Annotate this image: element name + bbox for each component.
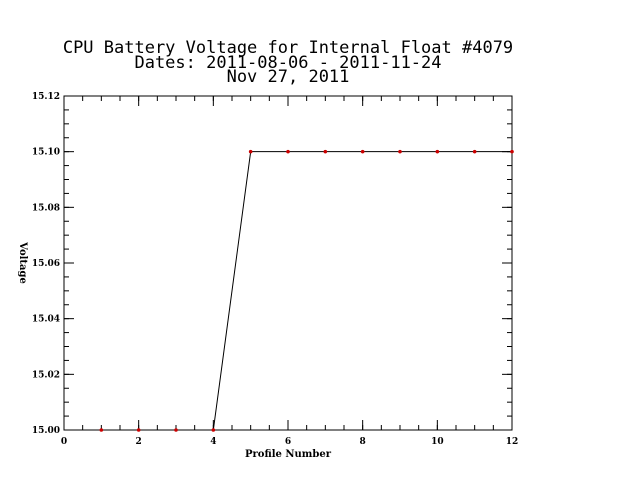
y-tick-label: 15.04 xyxy=(32,315,60,325)
y-tick-label: 15.12 xyxy=(32,92,60,102)
x-tick-label: 0 xyxy=(61,437,67,447)
data-point xyxy=(174,428,178,432)
series-line-group xyxy=(101,151,512,431)
series-points-group xyxy=(99,149,514,432)
data-point xyxy=(398,149,402,154)
y-axis-label: Voltage xyxy=(17,241,28,284)
y-tick-labels: 15.00 15.02 15.04 15.06 15.08 15.10 15.12 xyxy=(32,92,60,436)
x-tick-label: 8 xyxy=(360,437,366,447)
x-axis-label: Profile Number xyxy=(245,449,332,460)
x-tick-label: 12 xyxy=(506,437,519,447)
minor-ticks xyxy=(63,95,513,431)
data-point xyxy=(248,149,253,154)
y-tick-label: 15.08 xyxy=(32,203,60,213)
y-tick-label: 15.00 xyxy=(32,426,60,436)
chart-title-line-2: Dates: 2011-08-06 - 2011-11-24 xyxy=(134,53,441,73)
series-line xyxy=(101,151,512,431)
major-ticks xyxy=(63,95,513,431)
plot-frame xyxy=(63,95,513,431)
data-point xyxy=(99,428,104,432)
data-point xyxy=(510,149,514,154)
chart-title-line-1: CPU Battery Voltage for Internal Float #… xyxy=(63,38,513,58)
y-tick-label: 15.10 xyxy=(32,148,60,158)
chart-title-line-3: Nov 27, 2011 xyxy=(227,67,350,87)
y-tick-label: 15.02 xyxy=(32,370,60,380)
x-tick-label: 10 xyxy=(431,437,444,447)
data-point xyxy=(360,149,365,154)
x-tick-label: 6 xyxy=(285,437,291,447)
data-point xyxy=(136,428,141,432)
x-tick-label: 4 xyxy=(210,437,216,447)
data-point xyxy=(211,428,216,432)
y-tick-label: 15.06 xyxy=(32,259,60,269)
data-point xyxy=(286,149,290,154)
data-point xyxy=(472,149,477,154)
data-point xyxy=(435,149,440,154)
data-point xyxy=(323,149,328,154)
x-tick-labels: 0 2 4 6 8 10 12 xyxy=(61,437,518,447)
x-tick-label: 2 xyxy=(136,437,142,447)
